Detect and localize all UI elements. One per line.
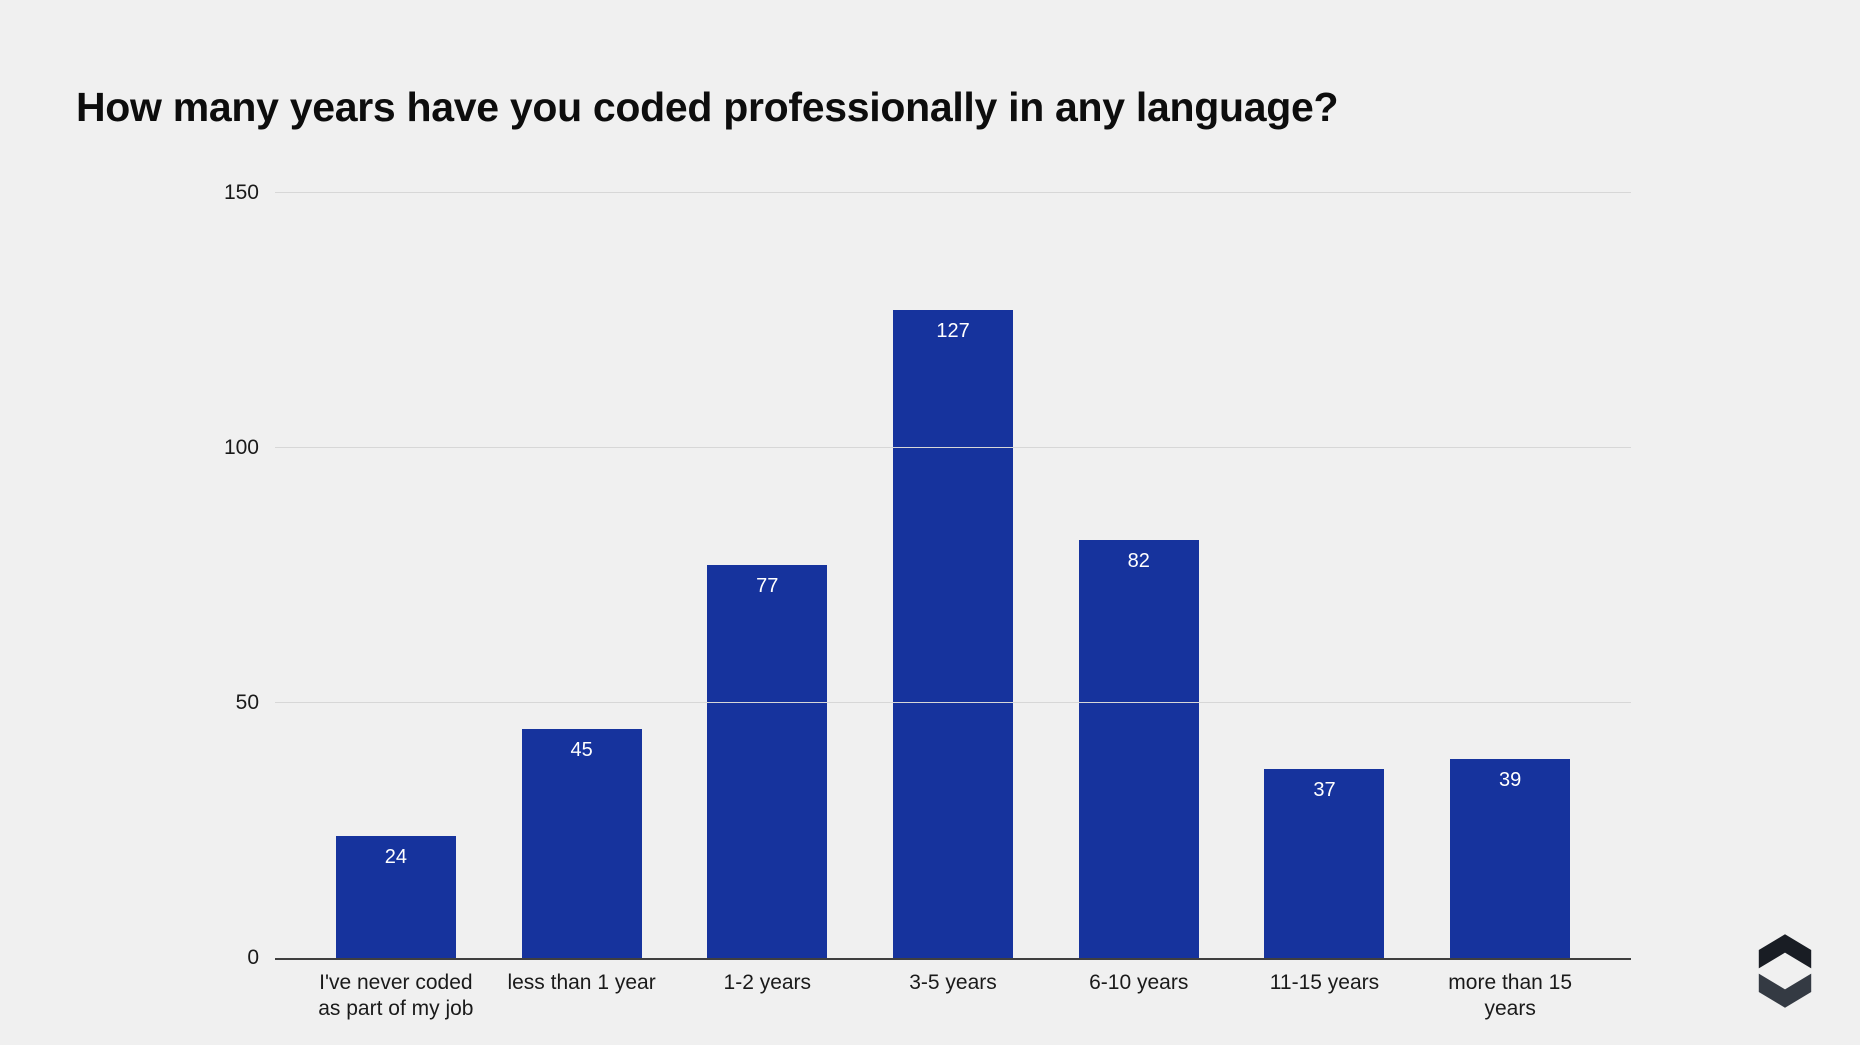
bar-value-label: 45: [570, 738, 593, 761]
y-axis-tick-label: 100: [223, 436, 259, 459]
bar-value-label: 77: [756, 575, 779, 598]
bar-6: 39: [1450, 759, 1571, 958]
bar-slot: 127: [860, 193, 1046, 958]
bar-slot: 45: [489, 193, 675, 958]
bar-value-label: 82: [1127, 549, 1150, 572]
bar-value-label: 37: [1313, 779, 1336, 802]
x-axis-labels: I've never coded as part of my job less t…: [303, 970, 1603, 1022]
bar-0: 24: [335, 835, 456, 958]
bar-slot: 82: [1046, 193, 1232, 958]
x-axis-label: more than 15 years: [1448, 971, 1573, 1020]
gridline: [275, 192, 1631, 193]
bar-value-label: 24: [384, 845, 407, 868]
y-axis-tick-label: 50: [235, 691, 259, 714]
y-axis-tick-label: 150: [223, 181, 259, 204]
bar-value-label: 39: [1499, 769, 1522, 792]
hexagon-s-logo-svg: [1758, 934, 1812, 1008]
x-axis-label: I've never coded as part of my job: [318, 971, 474, 1020]
bar-slot: 77: [674, 193, 860, 958]
x-axis-label: 1-2 years: [723, 971, 812, 994]
gridline: [275, 447, 1631, 448]
bar-2: 77: [707, 565, 828, 958]
bar-1: 45: [521, 728, 642, 958]
y-axis-tick-label: 0: [247, 946, 259, 969]
chart-title: How many years have you coded profession…: [76, 84, 1339, 130]
hexagon-s-logo: [1758, 933, 1812, 1009]
plot-area: 24 45 77 127 82 37 39 0 50 100 150: [224, 181, 1631, 969]
x-axis-label: 3-5 years: [909, 971, 997, 994]
bar-5: 37: [1264, 769, 1385, 958]
bar-slot: 37: [1232, 193, 1418, 958]
bar-value-label: 127: [936, 320, 970, 343]
bar-3: 127: [893, 310, 1014, 958]
x-axis-label: less than 1 year: [507, 971, 656, 994]
bar-4: 82: [1078, 539, 1199, 958]
x-axis-label: 11-15 years: [1269, 971, 1380, 994]
bars-container: 24 45 77 127 82 37 39: [303, 193, 1603, 958]
bar-slot: 39: [1417, 193, 1603, 958]
x-axis-label: 6-10 years: [1089, 971, 1189, 994]
gridline: [275, 702, 1631, 703]
bar-slot: 24: [303, 193, 489, 958]
